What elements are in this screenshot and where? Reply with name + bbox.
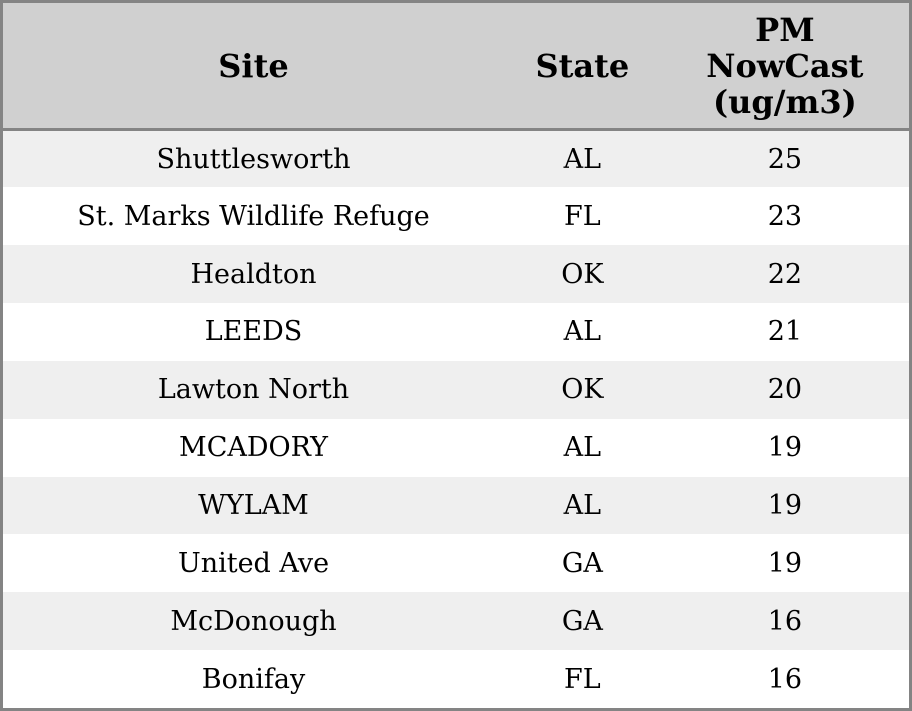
state-cell: FL [564, 663, 601, 695]
site-cell: Bonifay [201, 663, 306, 695]
pm-value-cell: 20 [767, 374, 803, 406]
table-row: Healdton OK 22 [3, 245, 909, 304]
table-row: McDonough GA 16 [3, 592, 909, 651]
pm-value-cell: 19 [767, 489, 803, 521]
site-cell: McDonough [170, 605, 337, 637]
pm-value-cell: 19 [767, 432, 803, 464]
site-cell: MCADORY [179, 432, 328, 464]
header-row: Site State PM NowCast (ug/m3) [3, 3, 909, 131]
site-cell: Lawton North [157, 374, 350, 406]
table-row: LEEDS AL 21 [3, 303, 909, 361]
site-cell: Healdton [190, 258, 317, 290]
column-header-state: State [504, 3, 661, 131]
state-cell: GA [561, 547, 603, 579]
site-cell: WYLAM [198, 489, 309, 521]
pm-value-cell: 16 [767, 605, 803, 637]
pm-value-cell: 25 [767, 143, 803, 175]
data-table: Site State PM NowCast (ug/m3) Shuttleswo… [3, 3, 909, 708]
site-cell: Shuttlesworth [156, 143, 351, 175]
pm-value-cell: 19 [767, 547, 803, 579]
column-header-pm-nowcast: PM NowCast (ug/m3) [660, 3, 909, 131]
table-row: Bonifay FL 16 [3, 650, 909, 708]
site-cell: St. Marks Wildlife Refuge [77, 200, 430, 232]
state-cell: AL [563, 316, 602, 348]
site-cell: LEEDS [204, 316, 303, 348]
state-cell: OK [561, 258, 604, 290]
site-cell: United Ave [177, 547, 330, 579]
pm-value-cell: 22 [767, 258, 803, 290]
table-row: United Ave GA 19 [3, 534, 909, 593]
table-row: St. Marks Wildlife Refuge FL 23 [3, 187, 909, 246]
state-cell: FL [564, 200, 601, 232]
table-header: Site State PM NowCast (ug/m3) [3, 3, 909, 131]
table-row: Lawton North OK 20 [3, 360, 909, 419]
state-cell: GA [561, 605, 603, 637]
pm-value-cell: 21 [767, 316, 803, 348]
table-body: Shuttlesworth AL 25 St. Marks Wildlife R… [3, 129, 909, 708]
state-cell: AL [563, 489, 602, 521]
pm-value-cell: 23 [767, 200, 803, 232]
table-row: MCADORY AL 19 [3, 418, 909, 477]
state-cell: AL [563, 432, 602, 464]
table-row: Shuttlesworth AL 25 [3, 129, 909, 188]
state-cell: OK [561, 374, 604, 406]
state-cell: AL [563, 143, 602, 175]
pm-value-cell: 16 [767, 663, 803, 695]
column-header-site: Site [3, 3, 505, 131]
table-row: WYLAM AL 19 [3, 476, 909, 535]
